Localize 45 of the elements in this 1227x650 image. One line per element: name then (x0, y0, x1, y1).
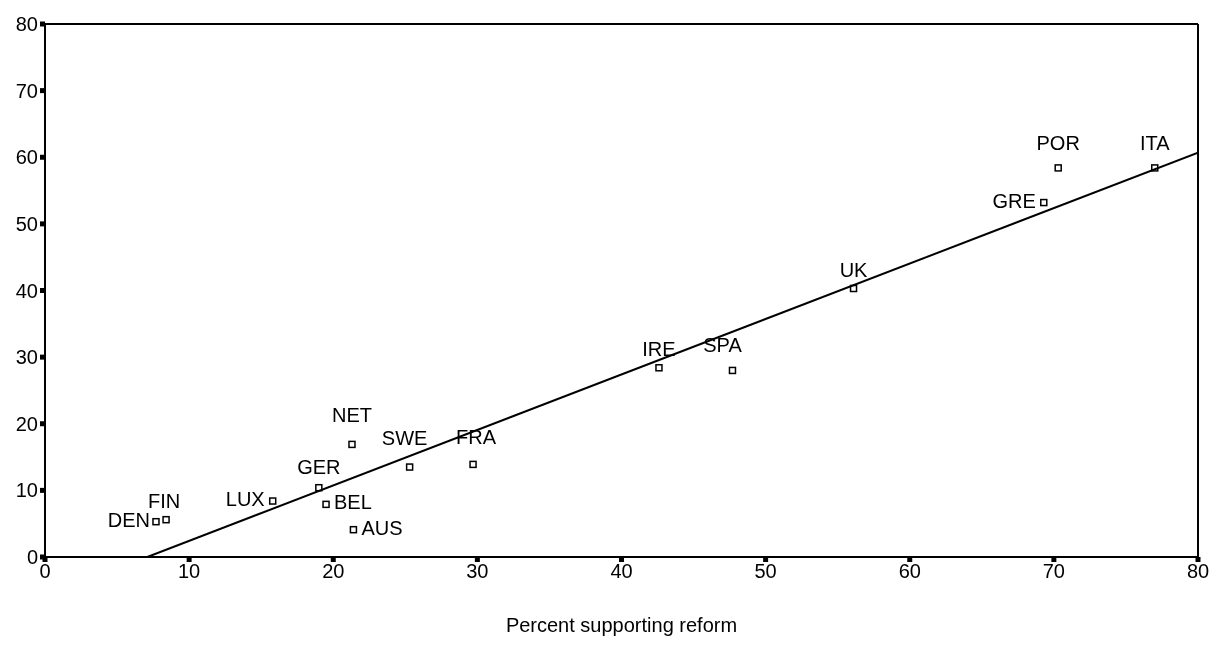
point (1040, 198, 1048, 207)
annotation: LUX (225, 488, 265, 511)
x-tick-label: 30 (466, 560, 489, 583)
point (405, 463, 414, 471)
x-tick-label: 10 (178, 560, 201, 583)
x-tick-label: 60 (898, 560, 921, 583)
annotation: NET (331, 404, 372, 427)
annotation: SPA (703, 334, 743, 357)
x-tick-label: 80 (1186, 560, 1210, 583)
y-tick-label: 60 (15, 146, 38, 169)
annotation: AUS (361, 516, 403, 539)
annotation: GRE (992, 189, 1036, 212)
x-axis-title: Percent supporting reform (505, 614, 738, 636)
y-tick-label: 80 (15, 13, 38, 36)
y-tick-label: 30 (15, 346, 38, 369)
point (268, 497, 277, 505)
annotation: BEL (334, 491, 372, 514)
x-tick-label: 70 (1042, 560, 1065, 583)
point (728, 366, 737, 375)
x-tick-label: 50 (754, 560, 777, 583)
annotation: POR (1036, 131, 1080, 154)
annotation: DEN (107, 508, 150, 531)
y-tick-label: 20 (15, 412, 38, 435)
point (152, 517, 160, 526)
annotation: ITA (1139, 131, 1171, 154)
point (349, 525, 358, 534)
annotation: FRA (456, 426, 497, 449)
y-tick-label: 40 (15, 279, 38, 302)
point (348, 440, 356, 449)
annotation: GER (297, 455, 341, 478)
y-tick-label: 0 (26, 546, 38, 569)
point (655, 364, 663, 372)
annotation: UK (839, 258, 869, 281)
y-tick-label: 10 (15, 479, 38, 502)
point (469, 460, 477, 469)
y-tick-label: 70 (15, 79, 38, 102)
point (322, 500, 330, 509)
annotation: IRE (642, 337, 676, 360)
x-tick-label: 20 (322, 560, 345, 583)
annotation: FIN (147, 489, 181, 512)
annotation: SWE (381, 427, 428, 450)
point (1054, 164, 1062, 172)
point (162, 515, 170, 524)
y-tick-label: 50 (15, 212, 38, 235)
x-tick-label: 40 (610, 560, 633, 583)
